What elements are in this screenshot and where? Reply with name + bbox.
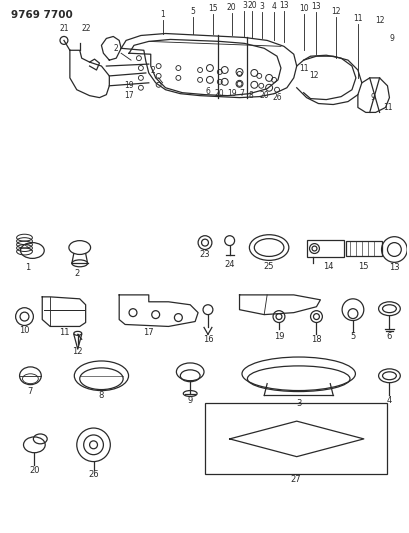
Text: 10: 10 [19, 326, 30, 335]
Bar [306, 240, 343, 257]
Text: 26: 26 [272, 93, 281, 102]
Text: 5: 5 [190, 7, 195, 17]
Text: 15: 15 [208, 4, 217, 13]
Text: 22: 22 [82, 24, 91, 33]
Text: 19: 19 [273, 332, 283, 341]
Text: 26: 26 [88, 470, 99, 479]
Text: 12: 12 [308, 71, 317, 80]
Text: 25: 25 [263, 262, 274, 271]
Text: 14: 14 [322, 262, 333, 271]
Text: 13: 13 [311, 2, 321, 11]
Text: 9769 7700: 9769 7700 [11, 10, 72, 20]
Bar [345, 240, 381, 256]
Text: 19: 19 [124, 82, 133, 90]
Text: 2: 2 [114, 44, 118, 53]
Text: 1: 1 [160, 10, 164, 19]
Text: 5: 5 [349, 332, 355, 341]
Text: 16: 16 [202, 335, 213, 344]
Text: 9: 9 [369, 93, 374, 102]
Text: 11: 11 [382, 103, 391, 112]
Text: 17: 17 [124, 91, 133, 100]
Text: 2: 2 [150, 66, 155, 75]
Text: 2: 2 [74, 269, 79, 278]
Text: 23: 23 [199, 250, 210, 259]
Text: 20: 20 [226, 3, 236, 12]
Text: 20: 20 [259, 91, 268, 100]
Text: 9: 9 [187, 396, 192, 405]
Text: 7: 7 [238, 89, 243, 98]
Text: 24: 24 [224, 260, 234, 269]
Bar [204, 403, 387, 474]
Text: 15: 15 [358, 262, 368, 271]
Text: 4: 4 [386, 396, 391, 405]
Text: 8: 8 [99, 391, 104, 400]
Text: 17: 17 [143, 328, 154, 337]
Text: 11: 11 [58, 328, 69, 337]
Text: 13: 13 [388, 263, 399, 272]
Text: 12: 12 [374, 16, 383, 25]
Text: 8: 8 [248, 91, 253, 100]
Text: 27: 27 [290, 475, 300, 484]
Text: 3: 3 [295, 399, 301, 408]
Text: 12: 12 [72, 346, 83, 356]
Text: 19: 19 [226, 89, 236, 98]
Text: 6: 6 [205, 87, 210, 96]
Text: 7: 7 [28, 387, 33, 396]
Text: 3: 3 [241, 2, 246, 10]
Text: 20: 20 [214, 89, 224, 98]
Text: 18: 18 [310, 335, 321, 344]
Text: 3: 3 [259, 2, 264, 11]
Text: 20: 20 [29, 466, 40, 475]
Text: 21: 21 [59, 24, 69, 33]
Text: 20: 20 [247, 2, 256, 10]
Text: 12: 12 [330, 7, 340, 17]
Text: 4: 4 [271, 2, 276, 11]
Text: 10: 10 [298, 4, 308, 13]
Text: 6: 6 [386, 332, 391, 341]
Text: 1: 1 [25, 263, 30, 272]
Text: 13: 13 [279, 2, 288, 10]
Text: 11: 11 [298, 63, 308, 72]
Text: 11: 11 [352, 14, 362, 23]
Text: 9: 9 [389, 34, 394, 43]
